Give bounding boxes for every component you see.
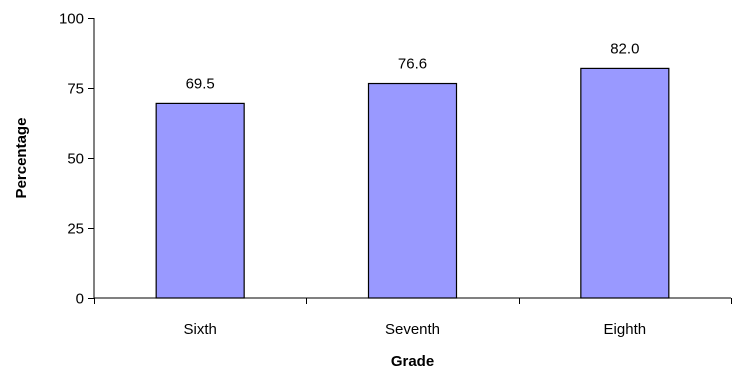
y-tick-label: 75 <box>67 81 84 98</box>
x-axis-title: Grade <box>391 353 434 370</box>
bars <box>155 67 670 299</box>
bar-eighth <box>580 67 670 299</box>
x-tick-label: Seventh <box>385 321 440 338</box>
x-tick-label: Sixth <box>183 321 216 338</box>
x-tick-label: Eighth <box>604 321 647 338</box>
data-labels: 69.5 76.6 82.0 <box>186 40 640 92</box>
bar-seventh <box>367 82 458 299</box>
data-label: 69.5 <box>186 75 215 92</box>
data-label: 76.6 <box>398 56 427 73</box>
y-tick-label: 25 <box>67 221 84 238</box>
bar-sixth <box>155 102 245 299</box>
y-tick-label: 50 <box>67 151 84 168</box>
x-axis-ticks: Sixth Seventh Eighth <box>94 298 732 338</box>
y-tick-label: 0 <box>76 291 84 308</box>
data-label: 82.0 <box>610 40 639 57</box>
y-axis-title: Percentage <box>13 118 30 199</box>
y-axis-ticks: 0 25 50 75 100 <box>59 11 94 308</box>
y-tick-label: 100 <box>59 11 84 28</box>
